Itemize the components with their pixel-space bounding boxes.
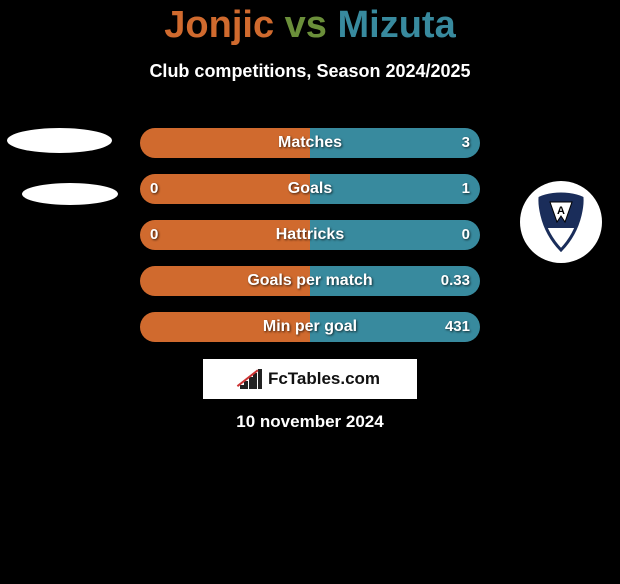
- vs-separator: vs: [285, 4, 327, 46]
- stat-row: Goals per match0.33: [140, 266, 480, 296]
- club-badge-right: A: [520, 181, 602, 263]
- stat-right-half: [310, 220, 480, 250]
- page-title: Jonjic vs Mizuta: [0, 4, 620, 47]
- subtitle: Club competitions, Season 2024/2025: [0, 61, 620, 82]
- stats-container: Matches3 0Goals1 0Hattricks0 Goals per matc…: [140, 128, 480, 358]
- stat-right-value: 0.33: [441, 266, 470, 296]
- stat-right-value: 1: [462, 174, 470, 204]
- player-placeholder-ellipse: [22, 183, 118, 205]
- brand-badge[interactable]: FcTables.com: [203, 359, 417, 399]
- stat-right-half: [310, 174, 480, 204]
- player-placeholder-ellipse: [7, 128, 112, 153]
- shield-icon: A: [532, 192, 590, 252]
- stat-left-half: [140, 128, 310, 158]
- snapshot-date: 10 november 2024: [0, 412, 620, 432]
- stat-left-half: [140, 312, 310, 342]
- stat-right-value: 431: [445, 312, 470, 342]
- stat-right-value: 0: [462, 220, 470, 250]
- stat-right-value: 3: [462, 128, 470, 158]
- bar-chart-icon: [240, 369, 262, 389]
- stat-left-half: [140, 174, 310, 204]
- stat-row: 0Hattricks0: [140, 220, 480, 250]
- stat-row: Min per goal431: [140, 312, 480, 342]
- player2-name: Mizuta: [338, 4, 456, 46]
- stat-row: Matches3: [140, 128, 480, 158]
- stat-row: 0Goals1: [140, 174, 480, 204]
- brand-text: FcTables.com: [268, 369, 380, 389]
- stat-right-half: [310, 128, 480, 158]
- svg-text:A: A: [557, 205, 565, 217]
- stat-left-half: [140, 220, 310, 250]
- player1-name: Jonjic: [164, 4, 274, 46]
- stat-left-half: [140, 266, 310, 296]
- stat-left-value: 0: [150, 174, 158, 204]
- stat-left-value: 0: [150, 220, 158, 250]
